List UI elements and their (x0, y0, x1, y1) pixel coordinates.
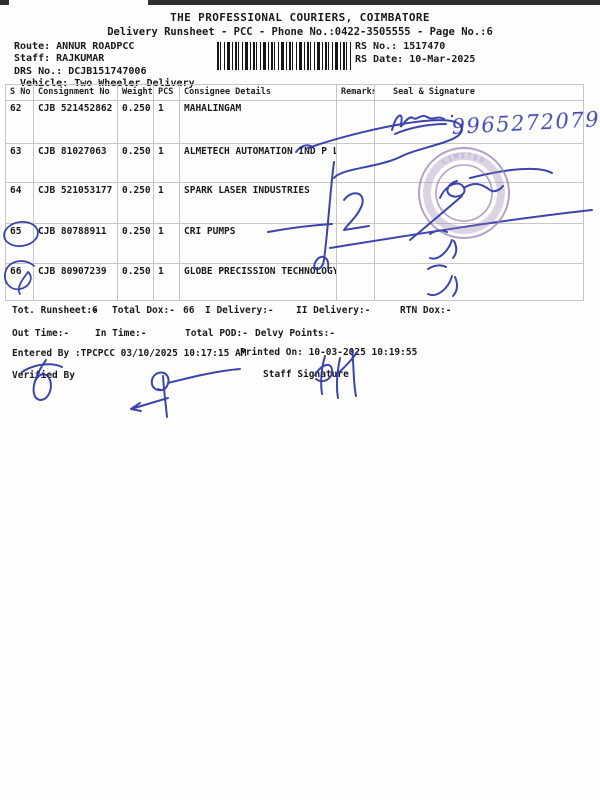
cell-pcs: 1 (153, 223, 180, 264)
cell-weight: 0.250 (117, 223, 154, 264)
rs-no-value: 1517470 (403, 41, 446, 52)
cell-pcs: 1 (153, 182, 180, 224)
rs-date-label: RS Date: (355, 54, 404, 65)
cell-consignment: CJB 521452862 (33, 100, 118, 144)
cell-weight: 0.250 (117, 100, 154, 144)
cell-seal-signature (374, 182, 584, 224)
vehicle-line: Vehicle: Two Wheeler Delivery (20, 78, 195, 89)
col-header-remarks: Remarks (336, 84, 375, 101)
col-header-pcs: PCS (153, 84, 180, 101)
cell-seal-signature (374, 223, 584, 264)
cell-sno: 64 (5, 182, 34, 224)
cell-consignment: CJB 80907239 (33, 263, 118, 301)
cell-remarks (336, 223, 375, 264)
col-header-weight: Weight (117, 84, 154, 101)
cell-seal-signature (374, 143, 584, 183)
cell-remarks (336, 263, 375, 301)
verified-by-label: Verified By (12, 370, 75, 381)
cell-remarks (336, 143, 375, 183)
cell-sno: 65 (5, 223, 34, 264)
vehicle-value: Two Wheeler Delivery (74, 78, 195, 89)
delvy-points-label: Delvy Points:- (255, 328, 336, 339)
rs-date-line: RS Date: 10-Mar-2025 (355, 54, 475, 65)
document-title: THE PROFESSIONAL COURIERS, COIMBATORE (170, 11, 430, 24)
rs-no-label: RS No.: (355, 41, 398, 52)
route-value: ANNUR ROADPCC (56, 41, 135, 52)
route-label: Route: (14, 41, 51, 52)
drs-no-line: DRS No.: DCJB151747006 (14, 66, 146, 77)
cell-consignee: ALMETECH AUTOMATION IND P LTD (179, 143, 337, 183)
cell-consignment: CJB 81027063 (33, 143, 118, 183)
drs-label: DRS No.: (14, 66, 63, 77)
cell-remarks (336, 182, 375, 224)
total-pod-label: Total POD:- (185, 328, 248, 339)
ii-delivery-label: II Delivery:- (296, 305, 371, 316)
staff-signature-label: Staff Signature (263, 369, 349, 380)
rs-barcode (217, 42, 352, 70)
col-header-sno: S No (5, 84, 34, 101)
staff-value: RAJKUMAR (56, 53, 105, 64)
rtn-dox-label: RTN Dox:- (400, 305, 452, 316)
center-signature (130, 368, 241, 418)
table-row: 63 CJB 81027063 0.250 1 ALMETECH AUTOMAT… (5, 143, 584, 183)
cell-sno: 63 (5, 143, 34, 183)
col-header-consignee: Consignee Details (179, 84, 337, 101)
col-header-consignment: Consignment No (33, 84, 118, 101)
total-dox-value: 66 (183, 305, 195, 316)
in-time-label: In Time:- (95, 328, 147, 339)
cell-pcs: 1 (153, 100, 180, 144)
cell-sno: 62 (5, 100, 34, 144)
route-line: Route: ANNUR ROADPCC (14, 41, 134, 52)
drs-value: DCJB151747006 (68, 66, 147, 77)
table-header-row: S No Consignment No Weight PCS Consignee… (5, 84, 584, 101)
document-subtitle: Delivery Runsheet - PCC - Phone No.:0422… (107, 26, 493, 38)
rs-date-value: 10-Mar-2025 (409, 54, 476, 65)
cell-consignment: CJB 80788911 (33, 223, 118, 264)
cell-consignee: GLOBE PRECISSION TECHNOLOGY (179, 263, 337, 301)
printed-on-line: Printed On: 10-03-2025 10:19:55 (240, 347, 418, 358)
tot-runsheet-label: Tot. Runsheet:- (12, 305, 98, 316)
col-header-seal-signature: Seal & Signature (374, 84, 584, 101)
cell-remarks (336, 100, 375, 144)
table-row: 62 CJB 521452862 0.250 1 MAHALINGAM (5, 100, 584, 144)
cell-weight: 0.250 (117, 143, 154, 183)
tot-runsheet-value: 6 (92, 305, 98, 316)
cell-sno: 66 (5, 263, 34, 301)
cell-consignee: MAHALINGAM (179, 100, 337, 144)
consignment-table: S No Consignment No Weight PCS Consignee… (5, 84, 584, 301)
out-time-label: Out Time:- (12, 328, 70, 339)
table-row: 65 CJB 80788911 0.250 1 CRI PUMPS (5, 223, 584, 264)
cell-consignee: SPARK LASER INDUSTRIES (179, 182, 337, 224)
cell-consignee: CRI PUMPS (179, 223, 337, 264)
vehicle-label: Vehicle: (20, 78, 69, 89)
cell-seal-signature (374, 263, 584, 301)
staff-label: Staff: (14, 53, 51, 64)
table-row: 64 CJB 521053177 0.250 1 SPARK LASER IND… (5, 182, 584, 224)
cell-weight: 0.250 (117, 182, 154, 224)
cell-pcs: 1 (153, 143, 180, 183)
entered-by-line: Entered By :TPCPCC 03/10/2025 10:17:15 A… (12, 348, 247, 359)
scan-artifact-top-bar (148, 0, 600, 5)
table-row: 66 CJB 80907239 0.250 1 GLOBE PRECISSION… (5, 263, 584, 301)
total-dox-label: Total Dox:- (112, 305, 175, 316)
cell-weight: 0.250 (117, 263, 154, 301)
cell-pcs: 1 (153, 263, 180, 301)
rs-no-line: RS No.: 1517470 (355, 41, 445, 52)
i-delivery-label: I Delivery:- (205, 305, 274, 316)
staff-line: Staff: RAJKUMAR (14, 53, 104, 64)
cell-consignment: CJB 521053177 (33, 182, 118, 224)
cell-seal-signature (374, 100, 584, 144)
scan-artifact-corner-mark (0, 0, 9, 5)
